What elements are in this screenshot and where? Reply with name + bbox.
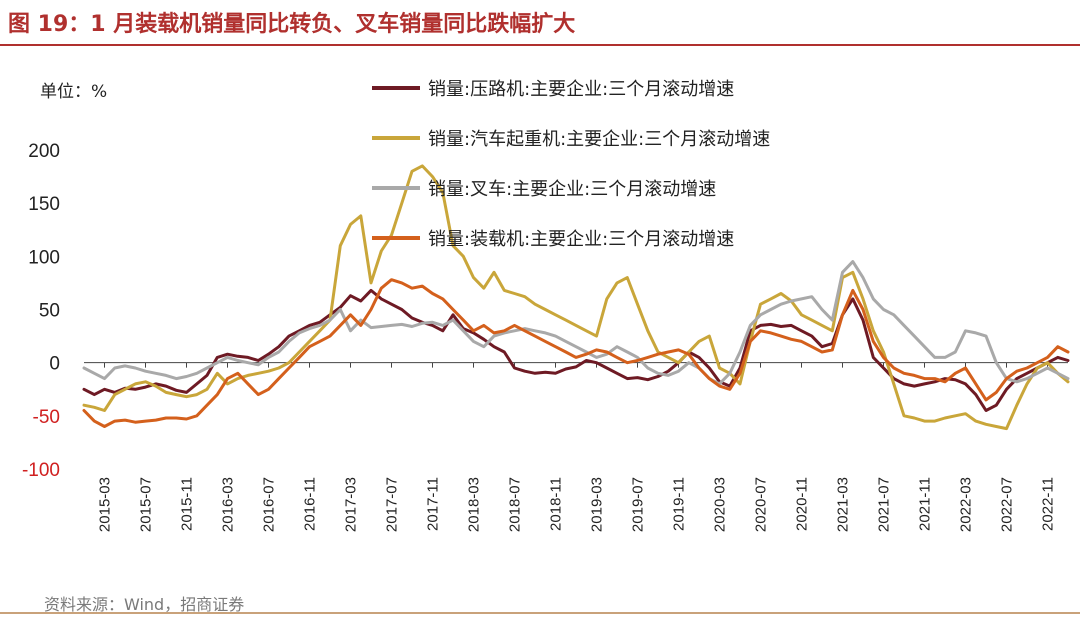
x-tick-label: 2018-11 <box>548 477 565 531</box>
y-tick-label: -50 <box>33 407 60 428</box>
x-tick-label: 2016-03 <box>220 477 237 532</box>
x-tick-label: 2020-07 <box>753 477 770 532</box>
x-tick-label: 2017-03 <box>343 477 360 532</box>
x-tick-label: 2015-07 <box>138 477 155 532</box>
x-tick-label: 2022-03 <box>958 477 975 532</box>
y-tick-label: 100 <box>28 247 60 268</box>
x-tick-label: 2022-11 <box>1040 477 1057 531</box>
x-tick-label: 2020-11 <box>794 477 811 531</box>
x-tick-label: 2022-07 <box>999 477 1016 532</box>
x-tick-label: 2021-07 <box>876 477 893 532</box>
x-tick-label: 2016-07 <box>261 477 278 532</box>
x-tick-label: 2019-11 <box>671 477 688 531</box>
source-note: 资料来源：Wind，招商证券 <box>44 595 245 614</box>
series-line-1 <box>82 288 1070 412</box>
y-tick-label: 200 <box>28 141 60 162</box>
x-tick-label: 2017-11 <box>425 477 442 531</box>
legend-label: 销量:汽车起重机:主要企业:三个月滚动增速 <box>428 129 770 150</box>
y-tick-label: 150 <box>28 194 60 215</box>
x-tick-label: 2021-03 <box>835 477 852 532</box>
series-line-3 <box>82 260 1070 386</box>
x-tick-label: 2019-03 <box>589 477 606 532</box>
legend-label: 销量:装载机:主要企业:三个月滚动增速 <box>428 229 734 250</box>
y-tick-label: 0 <box>49 354 60 375</box>
unit-label: 单位：% <box>40 82 107 102</box>
legend-label: 销量:压路机:主要企业:三个月滚动增速 <box>428 79 734 100</box>
x-tick-label: 2017-07 <box>384 477 401 532</box>
legend-label: 销量:叉车:主要企业:三个月滚动增速 <box>428 179 716 200</box>
x-tick-label: 2016-11 <box>302 477 319 531</box>
x-tick-label: 2015-11 <box>179 477 196 531</box>
y-tick-label: -100 <box>22 460 60 481</box>
x-tick-label: 2020-03 <box>712 477 729 532</box>
y-tick-label: 50 <box>39 301 60 322</box>
x-tick-label: 2015-03 <box>97 477 114 532</box>
x-axis: 2015-03 2015-07 2015-11 2016-03 2016-07 2016-… <box>97 362 1057 532</box>
series-lines <box>82 164 1070 431</box>
title-divider <box>0 44 1080 46</box>
figure-title: 图 19：1 月装载机销量同比转负、叉车销量同比跌幅扩大 <box>8 12 576 37</box>
x-tick-label: 2018-07 <box>507 477 524 532</box>
x-tick-label: 2019-07 <box>630 477 647 532</box>
series-line-2 <box>82 164 1070 431</box>
x-tick-label: 2021-11 <box>917 477 934 531</box>
x-tick-label: 2018-03 <box>466 477 483 532</box>
series-line-4 <box>82 278 1070 428</box>
legend: 销量:压路机:主要企业:三个月滚动增速销量:汽车起重机:主要企业:三个月滚动增速… <box>372 79 770 250</box>
bottom-divider <box>0 612 1080 614</box>
